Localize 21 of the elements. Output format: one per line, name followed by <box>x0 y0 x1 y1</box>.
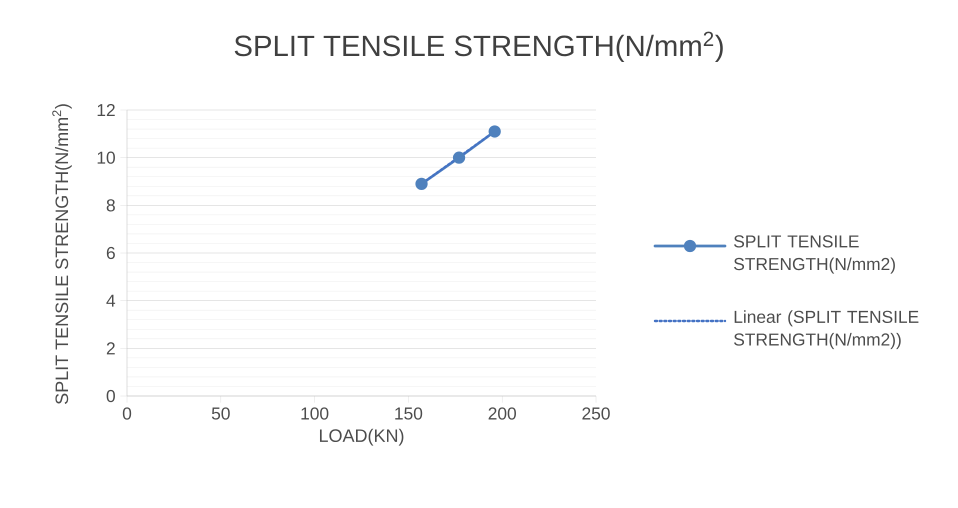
y-axis-title: SPLIT TENSILE STRENGTH(N/mm$^{2}$) <box>52 104 72 404</box>
x-tick-label: 200 <box>488 407 516 420</box>
legend-label: SPLIT TENSILE STRENGTH(N/mm2) <box>734 235 895 274</box>
y-tick-label: 0 <box>106 390 115 402</box>
y-tick-label: 8 <box>106 199 115 212</box>
legend-label: Linear (SPLIT TENSILE STRENGTH(N/mm2)) <box>734 310 918 350</box>
x-tick-label: 100 <box>301 407 328 420</box>
y-tick-label: 12 <box>98 104 115 116</box>
x-tick-label: 50 <box>212 407 230 420</box>
x-tick-label: 250 <box>582 407 610 420</box>
x-axis-title: LOAD(KN) <box>320 428 404 446</box>
x-tick-label: 0 <box>122 407 132 420</box>
x-tick-label: 150 <box>395 407 422 420</box>
chart-title: SPLIT TENSILE STRENGTH(N/mm$^{2}$) <box>234 32 723 62</box>
point <box>452 152 466 164</box>
y-tick-label: 2 <box>106 342 115 354</box>
y-tick-label: 6 <box>106 246 115 260</box>
y-tick-label: 10 <box>98 152 115 164</box>
point <box>488 125 501 138</box>
point <box>415 178 428 190</box>
y-tick-label: 4 <box>106 294 116 307</box>
